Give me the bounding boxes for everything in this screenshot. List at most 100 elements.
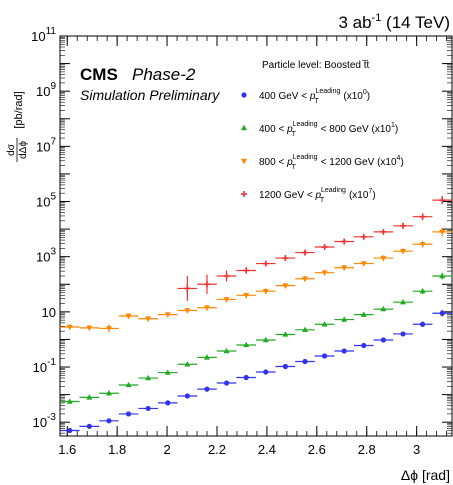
data-point xyxy=(334,264,354,271)
marker xyxy=(262,288,269,295)
marker xyxy=(400,331,406,337)
lumi-label: 3 ab-1 (14 TeV) xyxy=(338,12,450,32)
marker xyxy=(203,305,210,311)
y-axis-label: dσ dΔϕ [pb/rad] xyxy=(6,91,29,162)
marker xyxy=(125,381,132,388)
data-point xyxy=(353,342,374,349)
data-point xyxy=(295,276,315,282)
marker xyxy=(125,313,132,320)
y-tick-label: 107 xyxy=(36,136,56,154)
data-point xyxy=(138,316,158,322)
data-point xyxy=(236,267,256,274)
data-point xyxy=(432,227,452,236)
data-point xyxy=(236,292,256,299)
data-point xyxy=(432,196,452,205)
data-point xyxy=(99,324,119,333)
data-point xyxy=(197,274,217,294)
marker xyxy=(67,427,73,434)
data-point xyxy=(314,244,335,251)
y-label-numerator: dσ xyxy=(6,143,17,156)
data-point xyxy=(197,304,217,311)
marker xyxy=(164,312,171,318)
data-point xyxy=(353,260,374,267)
data-point xyxy=(138,405,158,412)
data-point xyxy=(393,299,413,305)
data-point xyxy=(79,423,100,429)
legend-marker xyxy=(241,158,247,165)
marker xyxy=(380,337,386,343)
marker xyxy=(203,354,210,360)
data-point xyxy=(118,313,139,320)
data-point xyxy=(59,324,80,331)
series-4 xyxy=(177,196,452,301)
data-point xyxy=(295,326,315,332)
data-point xyxy=(157,400,178,406)
data-point xyxy=(177,393,198,399)
marker xyxy=(66,324,73,331)
data-point xyxy=(118,381,139,388)
marker xyxy=(321,244,328,251)
data-point xyxy=(177,307,198,314)
y-tick-label: 1011 xyxy=(31,26,56,44)
marker xyxy=(301,249,308,256)
x-tick-label: 2.6 xyxy=(308,442,326,457)
marker xyxy=(184,308,191,314)
cms-label: CMS xyxy=(80,65,118,84)
marker xyxy=(204,386,210,392)
data-point xyxy=(393,331,413,337)
marker xyxy=(243,293,250,299)
legend-entry: 1200 GeV < pLeading T (x107) xyxy=(241,187,376,204)
legend-label: 800 < pLeading T < 1200 GeV (x104) xyxy=(259,154,404,171)
marker xyxy=(439,310,445,316)
marker xyxy=(282,255,289,262)
marker xyxy=(361,342,367,349)
data-point xyxy=(314,321,335,327)
marker xyxy=(419,213,426,220)
data-point xyxy=(157,369,178,375)
legend-label: 400 < pLeading T < 800 GeV (x101) xyxy=(259,121,398,138)
data-point xyxy=(59,427,80,434)
data-point xyxy=(59,398,80,404)
legend-marker xyxy=(241,124,247,131)
marker xyxy=(301,276,308,282)
data-point xyxy=(412,321,433,328)
marker xyxy=(223,380,230,386)
legend-marker xyxy=(241,92,247,98)
marker xyxy=(321,353,328,359)
data-point xyxy=(393,222,413,229)
x-tick-label: 1.6 xyxy=(58,442,76,457)
x-axis: 1.6 1.8 2 2.2 2.4 2.6 2.8 3 xyxy=(58,36,448,457)
marker xyxy=(105,326,112,332)
marker xyxy=(262,260,269,267)
data-point xyxy=(236,341,256,348)
marker xyxy=(184,361,191,367)
legend-entry: 800 < pLeading T < 1200 GeV (x104) xyxy=(241,154,404,171)
y-tick-label: 10 xyxy=(42,305,56,320)
marker xyxy=(105,390,112,396)
data-point xyxy=(314,353,335,359)
data-point xyxy=(432,309,452,317)
x-tick-label: 2 xyxy=(163,442,170,457)
data-point xyxy=(334,316,354,322)
x-tick-label: 2.8 xyxy=(358,442,376,457)
marker xyxy=(360,311,367,317)
y-tick-label: 103 xyxy=(36,247,56,265)
y-tick-label: 10-1 xyxy=(33,357,57,375)
marker xyxy=(223,273,230,279)
data-point xyxy=(275,331,296,337)
x-tick-label: 2.2 xyxy=(208,442,226,457)
data-point xyxy=(216,380,237,386)
legend: Particle level: Boosted t̅t 400 GeV < pL… xyxy=(241,59,404,204)
legend-marker xyxy=(241,191,247,197)
legend-entry: 400 < pLeading T < 800 GeV (x101) xyxy=(241,121,398,138)
marker xyxy=(360,261,367,267)
data-point xyxy=(197,386,217,392)
data-point xyxy=(373,228,394,235)
data-point xyxy=(138,374,158,381)
data-point xyxy=(236,374,256,381)
marker xyxy=(86,423,92,429)
marker xyxy=(86,325,93,332)
y-label-unit: [pb/rad] xyxy=(13,91,25,128)
simulation-label: Simulation Preliminary xyxy=(80,87,220,103)
y-axis: 10-3 10-1 10 103 105 107 109 1011 xyxy=(31,26,452,434)
